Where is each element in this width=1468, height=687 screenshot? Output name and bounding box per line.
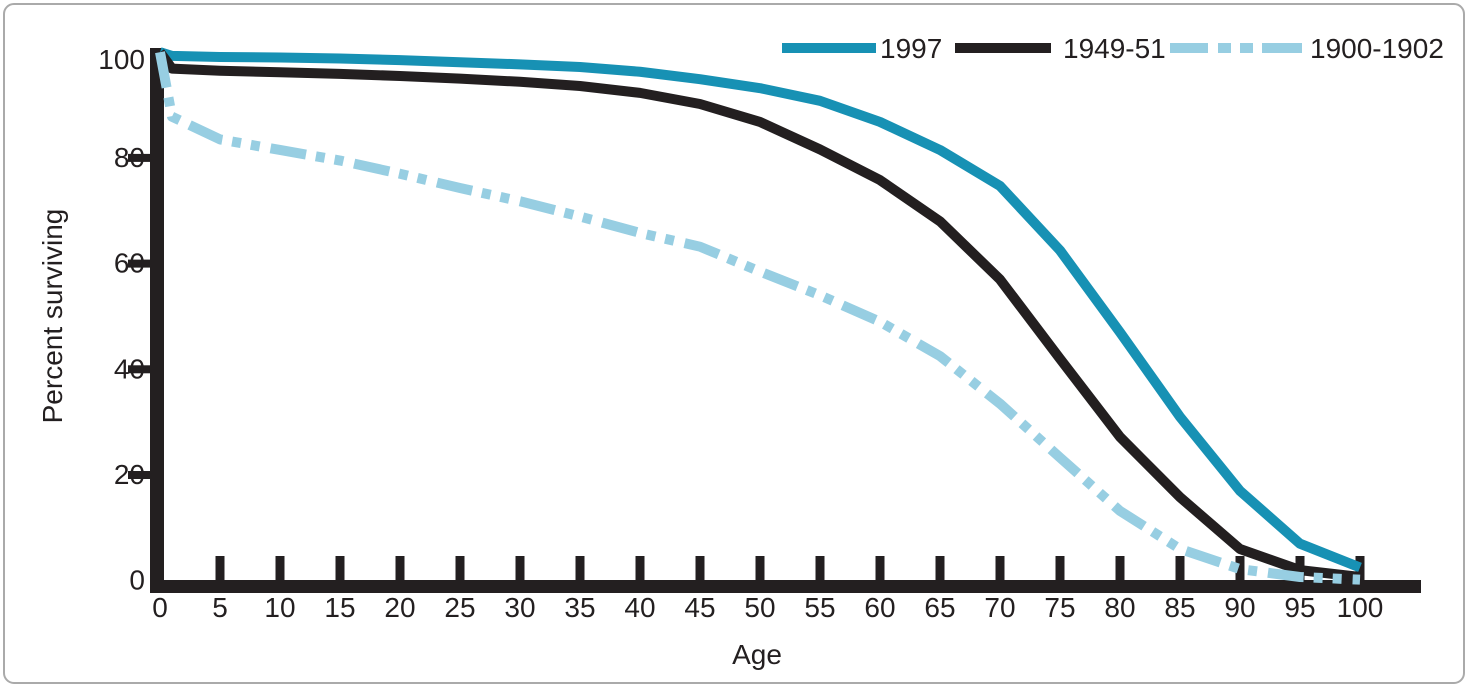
x-tick	[635, 556, 645, 580]
x-tick-label: 25	[444, 592, 475, 623]
x-axis-line	[150, 580, 1421, 593]
x-tick	[695, 556, 705, 580]
y-tick-label: 0	[129, 565, 145, 596]
x-tick-label: 85	[1164, 592, 1195, 623]
y-axis-line	[150, 48, 164, 593]
legend-swatch-1900-1902	[1240, 43, 1253, 53]
x-tick	[1115, 556, 1125, 580]
x-tick-label: 95	[1284, 592, 1315, 623]
x-tick	[395, 556, 405, 580]
x-tick	[1235, 556, 1245, 580]
x-tick	[1055, 556, 1065, 580]
x-tick-label: 60	[864, 592, 895, 623]
legend-swatch-1997	[782, 43, 876, 53]
x-tick	[1355, 556, 1365, 580]
y-tick-label: 60	[114, 248, 145, 279]
y-tick	[128, 471, 150, 479]
legend-swatch-1949-51	[955, 43, 1051, 53]
legend-swatch-1900-1902	[1262, 43, 1302, 53]
legend-label-1997: 1997	[880, 33, 942, 64]
y-tick	[128, 153, 150, 162]
x-tick-label: 75	[1044, 592, 1075, 623]
x-tick-label: 35	[564, 592, 595, 623]
axis-tick-labels: 0 5 10 15 20 25 30 35 40 45 50 55 60 65 70 75 80 85 90 95 10…	[98, 44, 1383, 623]
x-tick-label: 5	[212, 592, 228, 623]
y-axis-title: Percent surviving	[37, 209, 68, 424]
y-tick-label: 80	[114, 142, 145, 173]
legend-label-1949-51: 1949-51	[1063, 33, 1166, 64]
x-tick-label: 10	[264, 592, 295, 623]
x-axis-title: Age	[732, 639, 782, 670]
x-tick-label: 65	[924, 592, 955, 623]
legend-swatch-1900-1902	[1218, 43, 1231, 53]
x-tick-label: 30	[504, 592, 535, 623]
axes	[150, 48, 1421, 593]
x-tick	[215, 556, 225, 580]
x-tick	[1175, 556, 1185, 580]
y-tick	[128, 365, 150, 374]
x-tick	[995, 556, 1005, 580]
legend-label-1900-1902: 1900-1902	[1310, 33, 1444, 64]
y-tick-label: 100	[98, 44, 145, 75]
x-tick	[335, 556, 345, 580]
x-tick	[455, 556, 465, 580]
x-tick	[755, 556, 765, 580]
y-tick	[128, 259, 150, 268]
legend: 1997 1949-51 1900-1902	[782, 33, 1444, 64]
series-line-1997	[158, 47, 1362, 573]
legend-swatch-1900-1902	[1170, 43, 1208, 53]
series-line-1949-51	[155, 49, 1361, 582]
x-tick	[935, 556, 945, 580]
x-tick-label: 15	[324, 592, 355, 623]
y-tick-label: 20	[114, 459, 145, 490]
x-tick-label: 0	[152, 592, 168, 623]
x-tick-label: 50	[744, 592, 775, 623]
panel-border	[3, 3, 1465, 684]
x-tick-label: 45	[684, 592, 715, 623]
x-tick-label: 100	[1337, 592, 1384, 623]
x-tick-label: 80	[1104, 592, 1135, 623]
x-tick	[275, 556, 285, 580]
x-tick	[515, 556, 525, 580]
y-tick-label: 40	[114, 353, 145, 384]
series-line-1900-1902	[155, 51, 1361, 585]
x-tick	[875, 556, 885, 580]
x-tick-label: 70	[984, 592, 1015, 623]
x-tick	[575, 556, 585, 580]
x-tick-label: 90	[1224, 592, 1255, 623]
x-tick-label: 40	[624, 592, 655, 623]
x-tick	[815, 556, 825, 580]
x-tick-label: 20	[384, 592, 415, 623]
x-tick-label: 55	[804, 592, 835, 623]
series-lines	[155, 47, 1362, 585]
